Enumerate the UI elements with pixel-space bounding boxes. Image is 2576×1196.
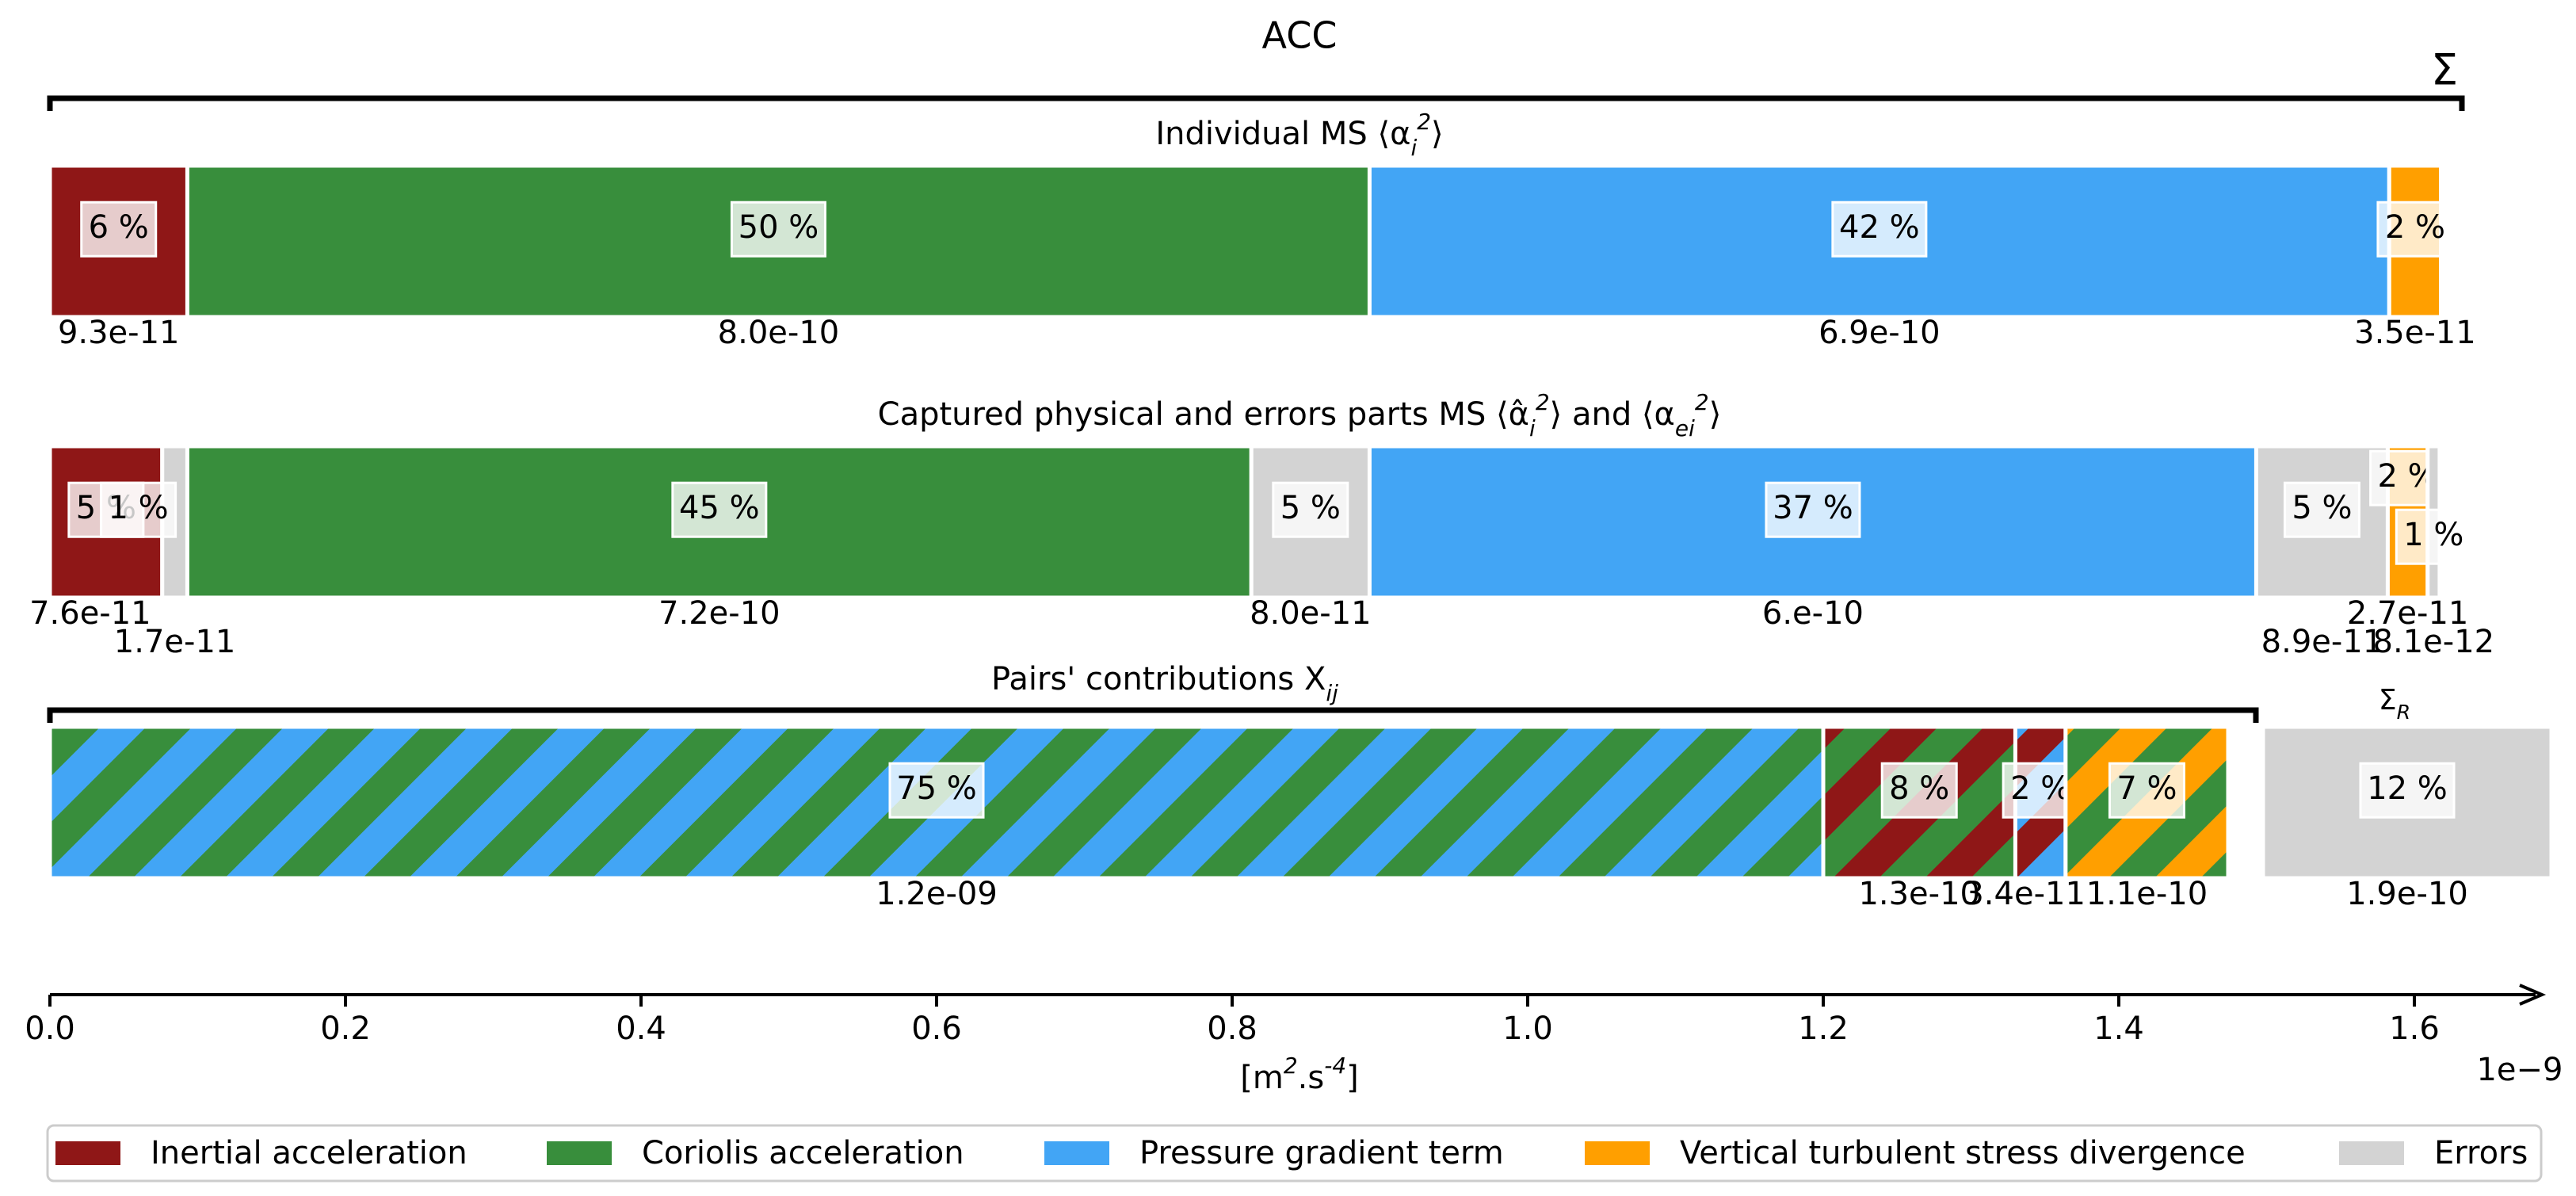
x-tick-label: 0.4: [616, 1011, 666, 1047]
value-label: 1.9e-10: [2346, 876, 2468, 912]
x-tick-label: 1.4: [2093, 1011, 2144, 1047]
x-axis-label: [m2​.s-4​]: [1240, 1053, 1359, 1097]
percent-label-box: [730, 201, 826, 258]
percent-label: 75 %: [896, 770, 977, 807]
percent-label: 2 %: [2010, 770, 2070, 807]
value-label: 1.7e-11: [114, 624, 236, 660]
sigma-label: Σ: [2431, 45, 2458, 95]
percent-label-box: [1880, 762, 1958, 819]
x-tick-label: 0.8: [1207, 1011, 1257, 1047]
percent-label: 2 %: [2385, 209, 2445, 246]
percent-label: 12 %: [2367, 770, 2448, 807]
value-label: 6.9e-10: [1818, 315, 1941, 351]
legend-swatch: [55, 1141, 120, 1165]
x-tick-label: 1.6: [2389, 1011, 2440, 1047]
value-label: 6.e-10: [1762, 595, 1864, 632]
percent-label: 5 %: [2292, 490, 2352, 526]
x-offset-label: 1e−9: [2476, 1052, 2563, 1088]
legend-swatch: [547, 1141, 612, 1165]
percent-label: 42 %: [1839, 209, 1920, 246]
row-title-0: Individual MS ⟨αi​2​⟩: [1155, 109, 1443, 161]
value-label: 1.1e-10: [2086, 876, 2208, 912]
sum-bracket: [47, 95, 2465, 111]
value-label: 8.1e-12: [2373, 624, 2495, 660]
percent-label: 5 %: [1280, 490, 1341, 526]
percent-label-box: [1272, 481, 1349, 538]
value-label: 7.2e-10: [658, 595, 780, 632]
percent-label-box: [80, 201, 158, 258]
row-title-2: Pairs' contributions Xij​: [991, 661, 1338, 706]
value-label: 1.3e-10: [1858, 876, 1980, 912]
pairs-bracket: [47, 707, 2259, 723]
value-label: 8.9e-11: [2261, 624, 2383, 660]
chart-title: ACC: [1262, 14, 1338, 57]
percent-label-box: [671, 481, 768, 538]
legend-swatch: [2339, 1141, 2404, 1165]
legend-box: [46, 1124, 2543, 1183]
legend-label: Vertical turbulent stress divergence: [1680, 1135, 2246, 1171]
percent-label-box: [2283, 481, 2360, 538]
percent-label-box: [100, 481, 177, 538]
percent-label: 8 %: [1889, 770, 1949, 807]
x-tick-label: 0.6: [911, 1011, 962, 1047]
percent-label-box: [2395, 508, 2472, 565]
percent-label-box: [888, 762, 985, 819]
value-label: 7.6e-11: [29, 595, 151, 632]
percent-label-box: [2376, 201, 2454, 258]
legend-label: Coriolis acceleration: [642, 1135, 964, 1171]
legend-swatch: [1585, 1141, 1650, 1165]
value-label: 3.5e-11: [2354, 315, 2476, 351]
legend-label: Errors: [2434, 1135, 2528, 1171]
percent-label: 37 %: [1773, 490, 1853, 526]
value-label: 3.4e-11: [1963, 876, 2086, 912]
legend-label: Inertial acceleration: [151, 1135, 467, 1171]
percent-label-box: [2108, 762, 2185, 819]
x-axis-arrow: [2519, 984, 2547, 1006]
percent-label-box: [1831, 201, 1928, 258]
x-tick-label: 0.2: [320, 1011, 371, 1047]
percent-label: 6 %: [89, 209, 149, 246]
legend-swatch: [1044, 1141, 1109, 1165]
value-label: 2.7e-11: [2347, 595, 2469, 632]
x-tick-label: 0.0: [25, 1011, 75, 1047]
value-label: 1.2e-09: [876, 876, 998, 912]
x-tick-label: 1.2: [1798, 1011, 1849, 1047]
percent-label: 45 %: [679, 490, 760, 526]
sigma-r-label: ΣR​: [2379, 684, 2410, 724]
row-title-1: Captured physical and errors parts MS ⟨α…: [878, 389, 1722, 441]
percent-label-box: [1765, 481, 1861, 538]
value-label: 9.3e-11: [58, 315, 180, 351]
percent-label-box: [2359, 762, 2456, 819]
x-tick-label: 1.0: [1502, 1011, 1553, 1047]
percent-label: 7 %: [2116, 770, 2177, 807]
percent-label: 1 %: [109, 490, 169, 526]
value-label: 8.0e-10: [718, 315, 840, 351]
percent-label: 1 %: [2403, 517, 2463, 553]
percent-label: 50 %: [738, 209, 819, 246]
value-label: 8.0e-11: [1250, 595, 1372, 632]
legend-label: Pressure gradient term: [1139, 1135, 1504, 1171]
